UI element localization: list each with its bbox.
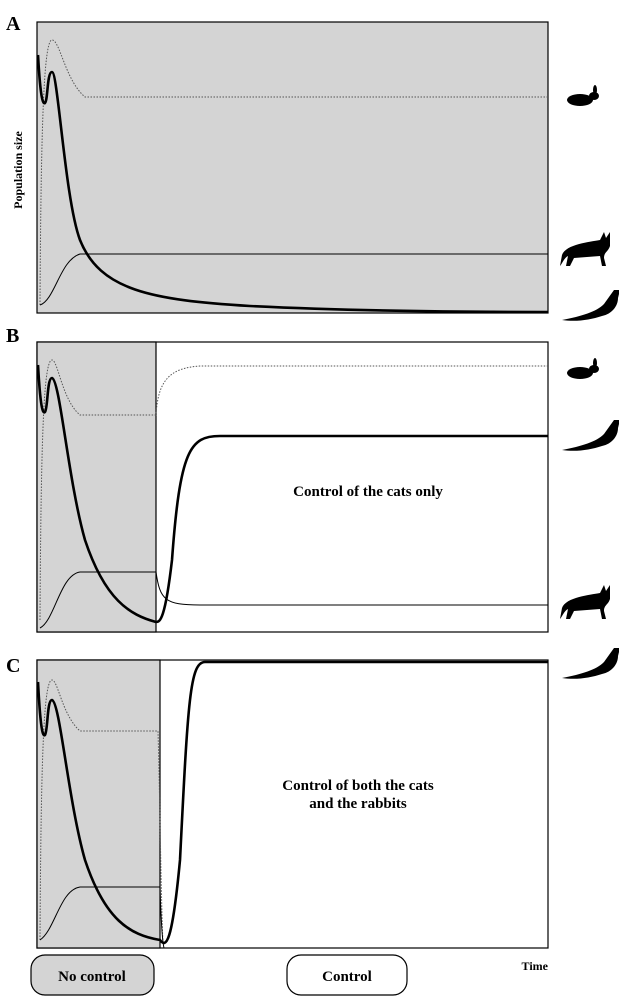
legend-label: No control [58, 969, 126, 985]
panel-label: A [6, 13, 21, 35]
cat-icon [560, 232, 610, 266]
panel-label: C [6, 655, 20, 677]
rabbit-icon [567, 358, 599, 379]
figure: A Population size B Control of the cats … [0, 0, 619, 1000]
bird-icon [562, 648, 619, 679]
panel-frame [37, 22, 548, 313]
cat-icon [560, 585, 610, 619]
panel-label: B [6, 325, 19, 347]
bird-icon [562, 290, 619, 321]
annotation: and the rabbits [309, 796, 407, 812]
annotation: Control of the cats only [293, 484, 443, 500]
bird-icon [562, 420, 619, 451]
legend-label: Control [322, 969, 372, 985]
y-axis-label: Population size [11, 130, 25, 208]
rabbit-icon [567, 85, 599, 106]
x-axis-label: Time [522, 959, 549, 973]
annotation: Control of both the cats [282, 778, 434, 794]
